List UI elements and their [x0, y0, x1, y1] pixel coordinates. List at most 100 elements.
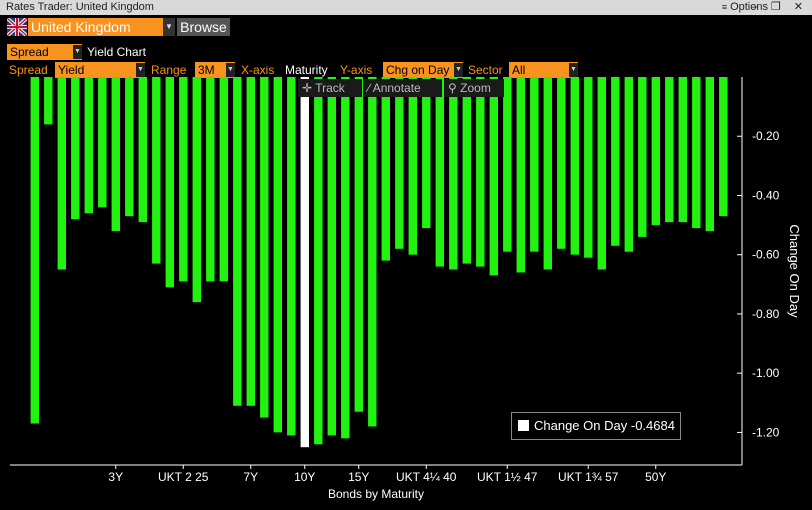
bar[interactable] [611, 77, 620, 246]
bar[interactable] [638, 77, 647, 237]
bar[interactable] [246, 77, 255, 406]
bar[interactable] [300, 77, 309, 448]
yield-bar-chart[interactable]: -0.20 -0.40 -0.60 -0.80 -1.00 -1.20 3Y UKT 2 2… [0, 60, 812, 510]
chevron-down-icon[interactable]: ▼ [226, 63, 235, 77]
x-tick-label: 15Y [348, 470, 369, 484]
bar[interactable] [462, 77, 471, 264]
range-label: Range [151, 63, 187, 77]
sector-select[interactable]: All ▼ [509, 62, 578, 78]
annotate-tool[interactable]: ∕ Annotate [364, 79, 442, 97]
mode-value: Spread [10, 45, 49, 59]
y-tick-label: -0.40 [752, 188, 780, 202]
bar[interactable] [692, 77, 701, 229]
bar[interactable] [327, 77, 336, 436]
bar[interactable] [192, 77, 201, 303]
window-controls[interactable]: – ❒ ✕ [751, 1, 808, 13]
zoom-tool[interactable]: ⚲ Zoom [444, 79, 504, 97]
bar[interactable] [30, 77, 39, 424]
chevron-down-icon[interactable]: ▼ [163, 18, 175, 36]
bar[interactable] [138, 77, 147, 223]
bar[interactable] [125, 77, 134, 217]
bar[interactable] [368, 77, 377, 427]
bar[interactable] [71, 77, 80, 220]
legend-label: Change On Day [534, 418, 628, 433]
yaxis-select[interactable]: Chg on Day ▼ [383, 62, 463, 78]
mode-select[interactable]: Spread ▼ [7, 44, 82, 60]
bar[interactable] [597, 77, 606, 270]
track-label: Track [315, 81, 345, 95]
x-tick-label: UKT 2 25 [158, 470, 209, 484]
y-tick-label: -1.00 [752, 366, 780, 380]
bar[interactable] [84, 77, 93, 214]
legend-swatch [518, 420, 529, 431]
spread-label: Spread [9, 63, 48, 77]
bar[interactable] [354, 77, 363, 412]
bar[interactable] [543, 77, 552, 270]
y-tick-label: -1.20 [752, 425, 780, 439]
pencil-icon: ∕ [368, 81, 371, 95]
track-tool[interactable]: ✛ Track [298, 79, 362, 97]
x-tick-label: 50Y [645, 470, 666, 484]
bar[interactable] [233, 77, 242, 406]
bar[interactable] [273, 77, 282, 433]
bar[interactable] [179, 77, 188, 282]
bar[interactable] [260, 77, 269, 418]
y-tick-label: -0.60 [752, 248, 780, 262]
bar[interactable] [624, 77, 633, 252]
y-tick-label: -0.80 [752, 307, 780, 321]
bar[interactable] [516, 77, 525, 273]
bar[interactable] [341, 77, 350, 439]
bar[interactable] [678, 77, 687, 223]
bar[interactable] [476, 77, 485, 267]
country-select[interactable]: United Kingdom ▼ [28, 18, 175, 36]
bar[interactable] [449, 77, 458, 270]
window-title: Rates Trader: United Kingdom [6, 1, 154, 13]
chart-legend: Change On Day -0.4684 [511, 412, 681, 440]
range-select[interactable]: 3M ▼ [195, 62, 235, 78]
bar[interactable] [98, 77, 107, 208]
bar[interactable] [395, 77, 404, 249]
bar[interactable] [408, 77, 417, 255]
bar[interactable] [111, 77, 120, 231]
browse-button[interactable]: Browse [177, 18, 230, 36]
chevron-down-icon[interactable]: ▼ [454, 63, 463, 77]
bar[interactable] [422, 77, 431, 229]
bar[interactable] [57, 77, 66, 270]
bar[interactable] [503, 77, 512, 252]
bar[interactable] [381, 77, 390, 261]
bar[interactable] [206, 77, 215, 282]
bar[interactable] [530, 77, 539, 252]
sector-label: Sector [468, 63, 503, 77]
zoom-label: Zoom [460, 81, 491, 95]
bar[interactable] [165, 77, 174, 288]
y-tick-label: -0.20 [752, 129, 780, 143]
x-tick-label: UKT 1¾ 57 [558, 470, 619, 484]
xaxis-value[interactable]: Maturity [285, 63, 328, 77]
bar[interactable] [665, 77, 674, 223]
chevron-down-icon[interactable]: ▼ [136, 63, 145, 77]
bar[interactable] [570, 77, 579, 255]
bar[interactable] [719, 77, 728, 217]
crosshair-icon: ✛ [302, 81, 313, 95]
bar[interactable] [489, 77, 498, 276]
bar[interactable] [651, 77, 660, 226]
options-menu[interactable]: ≡ Options [722, 1, 768, 13]
bar[interactable] [314, 77, 323, 445]
bar[interactable] [44, 77, 53, 125]
x-tick-label: 3Y [108, 470, 123, 484]
bar[interactable] [435, 77, 444, 267]
bar[interactable] [287, 77, 296, 436]
country-bar: United Kingdom ▼ Browse [0, 15, 812, 39]
uk-flag-icon [7, 18, 27, 36]
bar[interactable] [584, 77, 593, 258]
chevron-down-icon[interactable]: ▼ [569, 63, 578, 77]
chevron-down-icon[interactable]: ▼ [73, 45, 82, 59]
spread-value: Yield [58, 63, 85, 77]
bar[interactable] [152, 77, 161, 264]
xaxis-label: X-axis [241, 63, 275, 77]
bar[interactable] [557, 77, 566, 249]
spread-select[interactable]: Yield ▼ [55, 62, 145, 78]
bar[interactable] [219, 77, 228, 282]
bar[interactable] [705, 77, 714, 231]
window-title-bar: Rates Trader: United Kingdom ≡ Options – … [0, 0, 812, 15]
